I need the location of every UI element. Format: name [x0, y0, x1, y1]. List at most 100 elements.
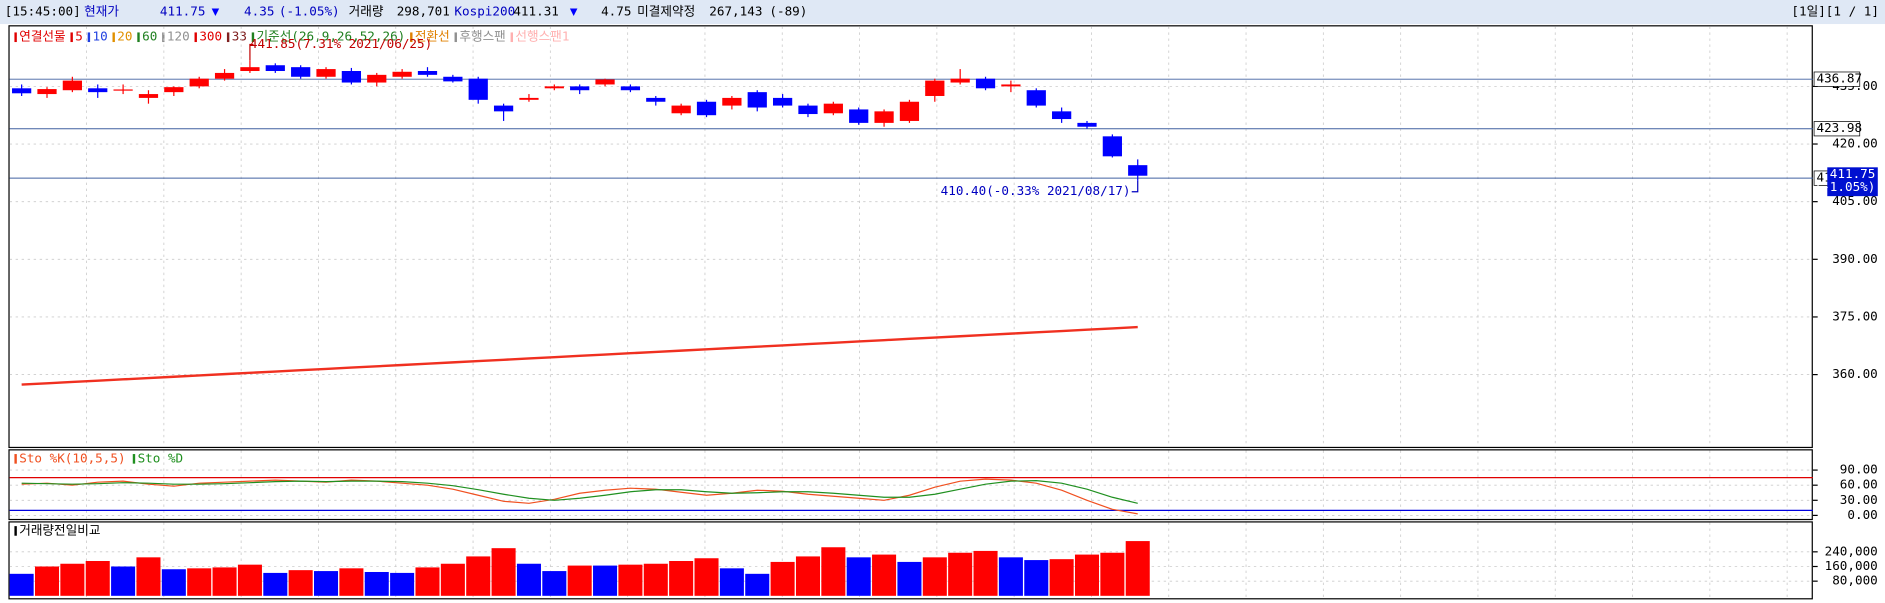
price-label: 436.87: [1816, 71, 1862, 86]
volume-bar: [415, 567, 440, 596]
header-item: ▼: [212, 4, 220, 19]
candle-body: [443, 76, 463, 82]
candle-body: [570, 86, 590, 91]
header-item: (-89): [769, 4, 807, 19]
volume-bar: [161, 569, 186, 596]
legend-swatch: [226, 32, 230, 43]
legend-swatch: [112, 32, 115, 43]
candle-body: [367, 74, 387, 83]
volume-bar: [491, 548, 516, 596]
y-tick-label: 160,000: [1825, 558, 1878, 573]
volume-bar: [1074, 554, 1100, 596]
volume-bar: [390, 572, 415, 596]
candle-body: [1102, 136, 1122, 157]
candle-body: [493, 105, 514, 112]
candle-body: [925, 80, 945, 96]
candle-body: [798, 105, 818, 115]
volume-bar: [85, 560, 110, 596]
legend-label: 120: [167, 29, 190, 44]
legend-label: 연결선물: [19, 29, 65, 44]
stoch-panel: [8, 449, 1813, 521]
volume-bar: [872, 554, 897, 596]
volume-bar: [745, 573, 770, 596]
candle-body: [265, 65, 285, 72]
legend-swatch: [162, 32, 165, 43]
y-tick-label: 0.00: [1847, 507, 1877, 522]
candle-body: [1077, 122, 1097, 127]
legend-label: 선행스팬1: [515, 29, 569, 44]
legend-label: 기준선(26,9,26,52,26): [257, 29, 406, 44]
legend-label: 33: [232, 29, 247, 44]
stoch-line: [21, 480, 1138, 504]
volume-bar: [973, 550, 998, 596]
price-box: [1813, 71, 1861, 87]
legend-label: 10: [92, 29, 107, 44]
candle-body: [646, 97, 666, 102]
legend-swatch: [14, 526, 17, 536]
legend-swatch: [14, 454, 17, 464]
legend-swatch: [70, 32, 73, 43]
candle-body: [12, 88, 32, 94]
volume-bar: [1100, 552, 1125, 596]
volume-bar: [288, 570, 313, 596]
price-label: 423.98: [1816, 120, 1862, 135]
candle-body: [240, 67, 260, 72]
volume-bar: [1024, 560, 1049, 596]
stoch-line: [21, 478, 1138, 515]
candle-body: [722, 97, 742, 106]
volume-bar: [669, 560, 694, 596]
volume-bar: [516, 563, 541, 596]
y-tick-label: 80,000: [1832, 573, 1878, 588]
volume-bar: [212, 567, 237, 596]
candle-body: [392, 71, 412, 77]
annotation-leader: [1131, 180, 1139, 193]
candle-body: [620, 86, 641, 91]
y-tick-label: 390.00: [1832, 251, 1878, 266]
volume-bar: [821, 547, 846, 596]
legend-swatch: [410, 32, 413, 43]
candle-body: [849, 109, 869, 123]
legend-swatch: [132, 454, 136, 464]
candle-body: [138, 94, 159, 98]
candle-body: [975, 78, 996, 89]
volume-bar: [795, 556, 820, 596]
volume-bar: [136, 557, 161, 596]
header-item: Kospi200: [454, 4, 515, 19]
annotation: 441.85(7.31% 2021/06/25): [250, 36, 432, 51]
candle-body: [164, 87, 184, 93]
candle-body: [417, 71, 438, 75]
candle-body: [62, 80, 82, 91]
volume-bar: [618, 564, 643, 596]
ma-line: [21, 325, 1138, 386]
volume-bar: [339, 568, 364, 596]
header-right[interactable]: [1일][1 / 1]: [1791, 4, 1879, 19]
candle-body: [189, 78, 209, 87]
y-tick-label: 90.00: [1840, 462, 1878, 477]
legend-swatch: [251, 32, 255, 43]
volume-bar: [922, 557, 947, 596]
candle-body: [671, 105, 691, 114]
header-item: 298,701: [397, 4, 450, 19]
header-item: 4.35: [244, 4, 274, 19]
legend-label: 300: [199, 29, 222, 44]
header-item: 미결제약정: [637, 4, 695, 19]
volume-bar: [9, 573, 34, 596]
candle-body: [1026, 90, 1046, 106]
legend-label: 5: [75, 29, 83, 44]
y-tick-label: 420.00: [1832, 136, 1878, 151]
header-item: 411.75: [160, 4, 206, 19]
volume-bar: [364, 571, 389, 596]
legend-swatch: [14, 32, 17, 43]
price-box: [1813, 121, 1861, 137]
volume-bar: [770, 561, 795, 596]
annotation: 410.40(-0.33% 2021/08/17): [941, 183, 1131, 198]
y-tick-label: 30.00: [1840, 492, 1878, 507]
candle-body: [747, 92, 767, 108]
volume-bar: [1049, 559, 1074, 596]
volume-bar: [440, 563, 465, 596]
current-box: [1827, 167, 1878, 197]
volume-bar: [948, 552, 973, 596]
candle-body: [1052, 111, 1072, 120]
volume-bar: [466, 556, 491, 596]
